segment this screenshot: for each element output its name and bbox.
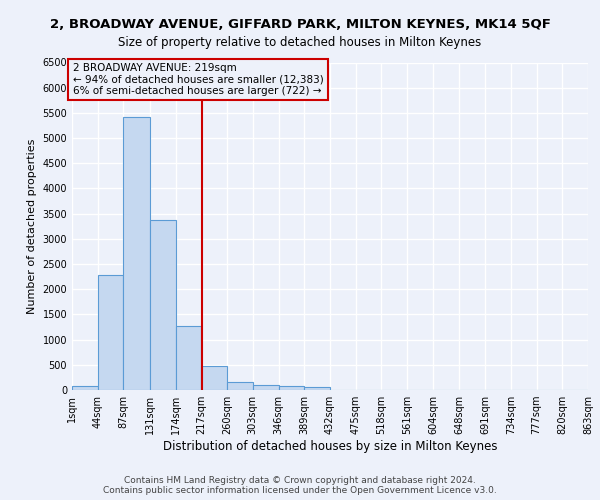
Bar	[124, 117, 150, 390]
Text: 2 BROADWAY AVENUE: 219sqm
← 94% of detached houses are smaller (12,383)
6% of se: 2 BROADWAY AVENUE: 219sqm ← 94% of detac…	[73, 63, 323, 96]
X-axis label: Distribution of detached houses by size in Milton Keynes: Distribution of detached houses by size …	[163, 440, 497, 453]
Bar	[201, 366, 227, 390]
Bar	[98, 275, 124, 390]
Bar	[278, 386, 304, 390]
Bar	[150, 220, 176, 390]
Y-axis label: Number of detached properties: Number of detached properties	[27, 138, 37, 314]
Bar	[176, 326, 201, 390]
Bar	[304, 388, 330, 390]
Bar	[253, 385, 278, 390]
Bar	[227, 382, 253, 390]
Text: Size of property relative to detached houses in Milton Keynes: Size of property relative to detached ho…	[118, 36, 482, 49]
Text: 2, BROADWAY AVENUE, GIFFARD PARK, MILTON KEYNES, MK14 5QF: 2, BROADWAY AVENUE, GIFFARD PARK, MILTON…	[50, 18, 550, 30]
Bar	[72, 386, 98, 390]
Text: Contains HM Land Registry data © Crown copyright and database right 2024.
Contai: Contains HM Land Registry data © Crown c…	[103, 476, 497, 495]
